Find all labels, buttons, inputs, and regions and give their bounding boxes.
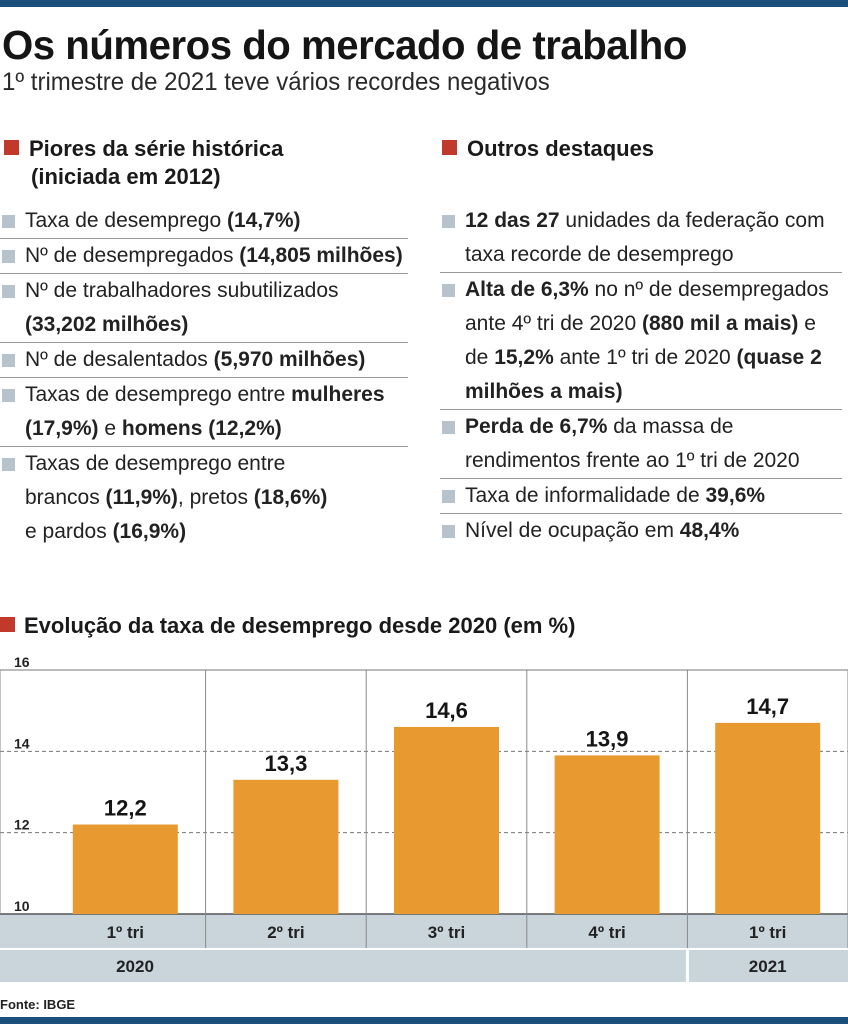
right-list-item-text: Taxa de informalidade de 39,6% — [465, 484, 766, 507]
left-list-item: Nº de desempregados (14,805 milhões) — [0, 239, 408, 274]
bullet-square-icon — [442, 525, 455, 538]
x-tick-label: 3º tri — [428, 923, 465, 942]
heading-square-icon — [4, 140, 19, 155]
bullet-square-icon — [442, 421, 455, 434]
bullet-square-icon — [2, 250, 15, 263]
right-list-item: Nível de ocupação em 48,4% — [440, 514, 842, 548]
left-list-item-text: Nº de desalentados (5,970 milhões) — [25, 348, 366, 371]
x-tick-label: 1º tri — [107, 923, 144, 942]
bar-chart: 10 12 14 16 12,2 1º tri 13,3 2º tri 14,6 3º tri 13… — [0, 654, 848, 982]
chart-title-text: Evolução da taxa de desemprego desde 202… — [24, 613, 576, 638]
y-tick-label: 16 — [14, 654, 30, 670]
right-heading: Outros destaques — [467, 136, 655, 161]
bullet-square-icon — [442, 284, 455, 297]
page-title: Os números do mercado de trabalho — [2, 22, 687, 68]
chart-title: Evolução da taxa de desemprego desde 202… — [0, 613, 575, 639]
page-subtitle: 1º trimestre de 2021 teve vários recorde… — [2, 68, 550, 96]
left-list-item: Taxas de desemprego entre brancos (11,9%… — [0, 447, 408, 549]
year-axis-band — [0, 950, 848, 982]
bullet-square-icon — [2, 354, 15, 367]
right-list-item: Perda de 6,7% da massa de rendimentos fr… — [440, 410, 842, 479]
x-tick-label: 2º tri — [267, 923, 304, 942]
right-list-item-text: Nível de ocupação em 48,4% — [465, 519, 740, 542]
left-list: Taxa de desemprego (14,7%) Nº de desempre… — [0, 204, 408, 549]
right-list-item: Alta de 6,3% no nº de desempregados ante… — [440, 273, 842, 410]
left-list-item-text: Taxa de desemprego (14,7%) — [25, 209, 301, 232]
bar-value-label: 14,7 — [746, 694, 789, 719]
bullet-square-icon — [442, 490, 455, 503]
heading-square-icon — [0, 617, 15, 632]
y-tick-label: 12 — [14, 817, 30, 833]
left-list-item-text: Taxas de desemprego entre brancos (11,9%… — [25, 452, 328, 543]
right-list-item-text: Perda de 6,7% da massa de rendimentos fr… — [465, 415, 800, 472]
right-section-heading: Outros destaques — [442, 135, 654, 163]
bullet-square-icon — [2, 458, 15, 471]
bullet-square-icon — [2, 389, 15, 402]
x-tick-label: 4º tri — [588, 923, 625, 942]
left-list-item-text: Nº de trabalhadores subutilizados (33,20… — [25, 279, 339, 336]
right-list: 12 das 27 unidades da federação com taxa… — [440, 204, 842, 548]
year-group-label: 2020 — [116, 957, 154, 976]
source-note: Fonte: IBGE — [0, 997, 76, 1012]
right-list-item: 12 das 27 unidades da federação com taxa… — [440, 204, 842, 273]
bullet-square-icon — [2, 285, 15, 298]
left-list-item: Nº de trabalhadores subutilizados (33,20… — [0, 274, 408, 343]
bar — [72, 824, 178, 914]
bar — [394, 726, 499, 914]
bar — [715, 722, 821, 914]
bar-value-label: 13,3 — [264, 751, 307, 776]
left-list-item: Taxas de desemprego entre mulheres (17,9… — [0, 378, 408, 447]
y-tick-label: 14 — [14, 735, 30, 751]
bottom-rule — [0, 1017, 848, 1024]
left-list-item: Nº de desalentados (5,970 milhões) — [0, 343, 408, 378]
right-list-item-text: Alta de 6,3% no nº de desempregados ante… — [465, 278, 829, 403]
year-group-label: 2021 — [749, 957, 787, 976]
right-list-item: Taxa de informalidade de 39,6% — [440, 479, 842, 514]
left-section-heading: Piores da série histórica (iniciada em 2… — [4, 135, 283, 191]
left-list-item: Taxa de desemprego (14,7%) — [0, 204, 408, 239]
bar-value-label: 14,6 — [425, 698, 468, 723]
bullet-square-icon — [2, 215, 15, 228]
top-rule — [0, 0, 848, 7]
category-axis-band — [0, 914, 848, 948]
left-heading-line2: (iniciada em 2012) — [31, 164, 221, 189]
bar — [233, 779, 339, 914]
left-heading-line1: Piores da série histórica — [29, 136, 284, 161]
heading-square-icon — [442, 140, 457, 155]
left-list-item-text: Nº de desempregados (14,805 milhões) — [25, 244, 403, 267]
left-list-item-text: Taxas de desemprego entre mulheres (17,9… — [25, 383, 385, 440]
right-list-item-text: 12 das 27 unidades da federação com taxa… — [465, 209, 825, 266]
bar-value-label: 12,2 — [104, 796, 147, 821]
x-tick-label: 1º tri — [749, 923, 786, 942]
y-tick-label: 10 — [14, 898, 30, 914]
bar-value-label: 13,9 — [586, 726, 629, 751]
bar — [554, 755, 660, 914]
bullet-square-icon — [442, 215, 455, 228]
